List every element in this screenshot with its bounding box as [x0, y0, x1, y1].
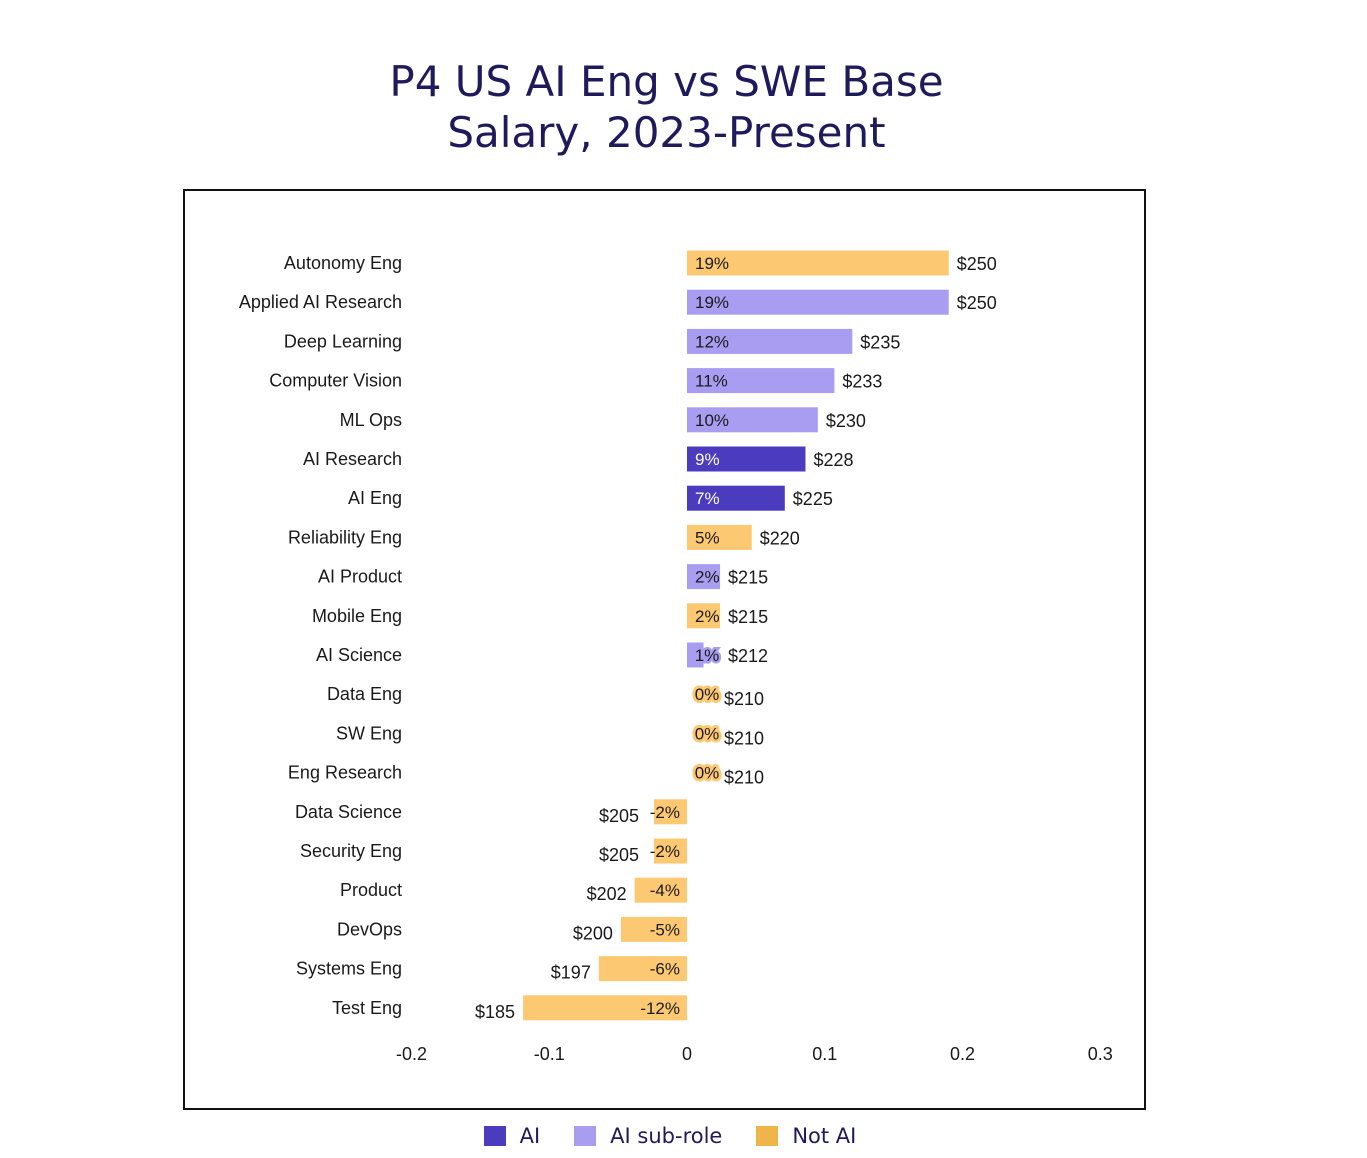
category-label-ai-product: AI Product: [318, 567, 402, 587]
x-tick-label: -0.1: [534, 1044, 565, 1064]
bar-ai-science: [687, 642, 704, 668]
bar-security-eng: [653, 838, 687, 864]
legend-swatch-not-ai: [756, 1126, 779, 1146]
category-label-systems-eng: Systems Eng: [296, 959, 402, 979]
bar-salary-label-product: $202: [587, 884, 627, 904]
bar-salary-label-ai-product: $215: [728, 568, 768, 588]
bar-pct-label-ai-eng: 7%: [695, 489, 720, 508]
bar-salary-label-sw-eng: $210: [724, 728, 764, 748]
bar-pct-label-eng-research: 0%: [695, 764, 720, 783]
bar-pct-label-product: -4%: [650, 881, 680, 900]
bar-pct-label-reliability-eng: 5%: [695, 528, 720, 547]
bar-test-eng: [523, 995, 687, 1021]
bar-salary-label-computer-vision: $233: [842, 372, 882, 392]
bar-product: [634, 877, 687, 903]
bar-pct-label-data-eng: 0%: [695, 685, 720, 704]
category-label-product: Product: [340, 880, 402, 900]
bar-ai-research: [687, 446, 806, 472]
x-tick-label: -0.2: [396, 1044, 427, 1064]
x-tick-label: 0.1: [812, 1044, 837, 1064]
category-label-ai-eng: AI Eng: [348, 488, 402, 508]
bar-salary-label-data-eng: $210: [724, 689, 764, 709]
bar-pct-label-ai-science: 1%: [695, 646, 720, 665]
bar-pct-label-devops: -5%: [650, 920, 680, 939]
bar-pct-label-security-eng: -2%: [650, 842, 680, 861]
bar-salary-label-systems-eng: $197: [551, 963, 591, 983]
bar-pct-label-ml-ops: 10%: [695, 411, 729, 430]
bar-pct-label-applied-ai-research: 19%: [695, 293, 729, 312]
bar-data-science: [653, 799, 687, 825]
x-tick-label: 0.2: [950, 1044, 975, 1064]
bar-salary-label-data-science: $205: [599, 806, 639, 826]
category-label-ai-research: AI Research: [303, 449, 402, 469]
legend-item-ai: AI: [483, 1124, 541, 1148]
category-label-data-science: Data Science: [295, 802, 402, 822]
bar-deep-learning: [687, 328, 853, 354]
bar-applied-ai-research: [687, 289, 949, 315]
plot-frame: [183, 189, 1146, 1110]
bar-reliability-eng: [687, 524, 752, 550]
bar-salary-label-ai-science: $212: [728, 646, 768, 666]
bar-salary-label-reliability-eng: $220: [760, 528, 800, 548]
bar-pct-label-test-eng: -12%: [640, 999, 680, 1018]
bar-pct-label-deep-learning: 12%: [695, 332, 729, 351]
legend-label-not-ai: Not AI: [792, 1124, 857, 1148]
bar-salary-label-eng-research: $210: [724, 768, 764, 788]
category-label-ml-ops: ML Ops: [340, 410, 402, 430]
legend: AI AI sub-role Not AI: [0, 1124, 1340, 1148]
chart-title-line-2: Salary, 2023-Present: [447, 108, 886, 157]
category-label-test-eng: Test Eng: [332, 998, 402, 1018]
bar-salary-label-ai-research: $228: [813, 450, 853, 470]
category-label-eng-research: Eng Research: [288, 763, 402, 783]
category-label-mobile-eng: Mobile Eng: [312, 606, 402, 626]
bar-pct-label-systems-eng: -6%: [650, 960, 680, 979]
bar-salary-label-applied-ai-research: $250: [957, 293, 997, 313]
x-tick-label: 0.3: [1088, 1044, 1113, 1064]
chart-title-line-1: P4 US AI Eng vs SWE Base: [389, 57, 944, 106]
bar-salary-label-autonomy-eng: $250: [957, 254, 997, 274]
legend-swatch-ai: [483, 1126, 506, 1146]
bar-salary-label-mobile-eng: $215: [728, 607, 768, 627]
category-label-devops: DevOps: [337, 919, 402, 939]
bar-salary-label-deep-learning: $235: [860, 332, 900, 352]
bar-salary-label-test-eng: $185: [475, 1002, 515, 1022]
bar-systems-eng: [598, 956, 687, 982]
bar-computer-vision: [687, 368, 835, 394]
category-label-ai-science: AI Science: [316, 645, 402, 665]
category-label-reliability-eng: Reliability Eng: [288, 527, 402, 547]
bar-salary-label-ml-ops: $230: [826, 411, 866, 431]
chart-title: P4 US AI Eng vs SWE Base Salary, 2023-Pr…: [0, 56, 1333, 158]
bar-ai-eng: [687, 485, 785, 511]
category-label-applied-ai-research: Applied AI Research: [239, 292, 402, 312]
bar-pct-label-data-science: -2%: [650, 803, 680, 822]
bar-pct-label-ai-research: 9%: [695, 450, 720, 469]
legend-label-ai: AI: [519, 1124, 541, 1148]
bar-pct-label-mobile-eng: 2%: [695, 607, 720, 626]
bar-pct-label-sw-eng: 0%: [695, 724, 720, 743]
category-label-security-eng: Security Eng: [300, 841, 402, 861]
category-label-autonomy-eng: Autonomy Eng: [284, 253, 402, 273]
legend-item-not-ai: Not AI: [756, 1124, 856, 1148]
legend-swatch-ai-sub-role: [574, 1126, 597, 1146]
bar-salary-label-security-eng: $205: [599, 845, 639, 865]
bar-pct-label-autonomy-eng: 19%: [695, 254, 729, 273]
bar-pct-label-computer-vision: 11%: [695, 372, 728, 391]
bar-ai-product: [687, 564, 721, 590]
bar-chart: Autonomy Eng 19% $250 Applied AI Research 19…: [239, 250, 1113, 1064]
category-label-computer-vision: Computer Vision: [269, 371, 402, 391]
bar-salary-label-devops: $200: [573, 923, 613, 943]
bar-pct-label-ai-product: 2%: [695, 568, 720, 587]
bar-ml-ops: [687, 407, 818, 433]
category-label-sw-eng: SW Eng: [336, 723, 402, 743]
x-tick-label: 0: [682, 1044, 692, 1064]
bar-devops: [620, 916, 687, 942]
legend-item-ai-sub-role: AI sub-role: [574, 1124, 722, 1148]
bar-mobile-eng: [687, 603, 721, 629]
bar-autonomy-eng: [687, 250, 949, 276]
legend-label-ai-sub-role: AI sub-role: [610, 1124, 723, 1148]
category-label-deep-learning: Deep Learning: [284, 331, 402, 351]
category-label-data-eng: Data Eng: [327, 684, 402, 704]
bar-salary-label-ai-eng: $225: [793, 489, 833, 509]
